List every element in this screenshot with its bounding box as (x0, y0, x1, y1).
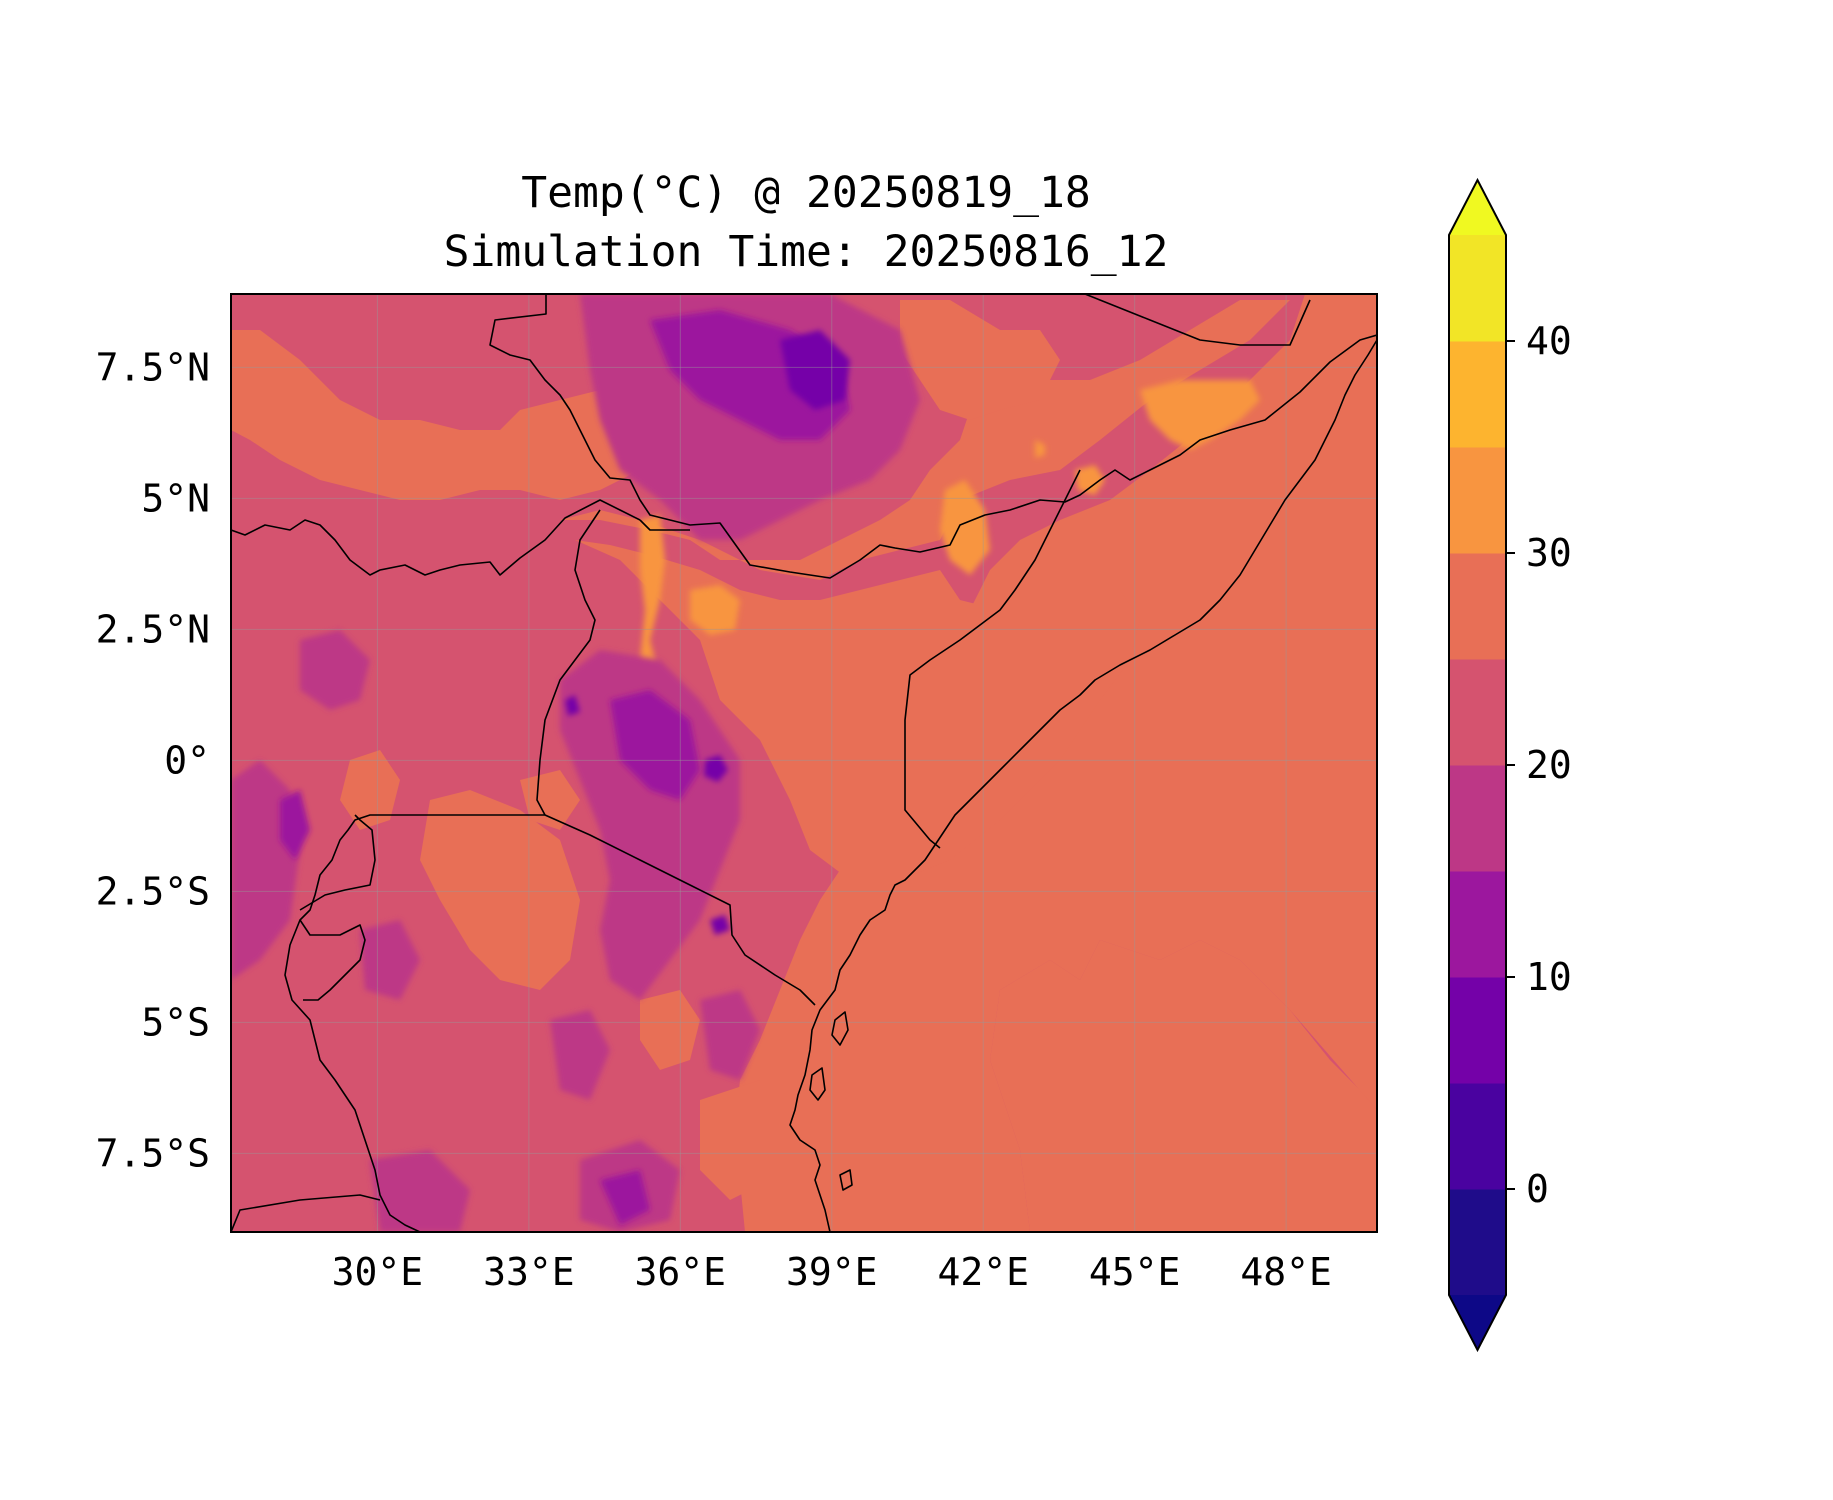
colorbar-outline (1448, 177, 1507, 1353)
y-tick-label: 0° (164, 738, 210, 782)
colorbar-level (1449, 553, 1506, 660)
x-tick-label: 42°E (937, 1250, 1029, 1294)
colorbar-extend-max (1449, 180, 1506, 235)
colorbar-level (1449, 447, 1506, 554)
colorbar-extend-min (1449, 1295, 1506, 1350)
y-tick-label: 2.5°N (96, 607, 210, 651)
colorbar-level (1449, 871, 1506, 978)
colorbar-tick-label: 20 (1526, 743, 1572, 787)
temp-field-30-35 (640, 380, 1260, 690)
y-tick-label: 7.5°S (96, 1131, 210, 1175)
x-tick-labels: 30°E 33°E 36°E 39°E 42°E 45°E 48°E (332, 1250, 1332, 1294)
colorbar-tick-label: 0 (1526, 1167, 1549, 1211)
map-panel: 30°E 33°E 36°E 39°E 42°E 45°E 48°E 7.5°N 5°N 2.5… (96, 293, 1378, 1294)
colorbar-level (1449, 235, 1506, 342)
colorbar: 0 10 20 30 40 (1448, 177, 1572, 1353)
colorbar-tick-label: 10 (1526, 955, 1572, 999)
colorbar-level (1449, 1083, 1506, 1190)
coastline (789, 339, 1377, 1232)
colorbar-level (1449, 765, 1506, 872)
x-tick-label: 36°E (635, 1250, 727, 1294)
y-tick-labels: 7.5°N 5°N 2.5°N 0° 2.5°S 5°S 7.5°S (96, 345, 210, 1175)
gridlines (231, 294, 1377, 1232)
map-frame (230, 293, 1378, 1233)
y-tick-label: 2.5°S (96, 869, 210, 913)
colorbar-level (1449, 341, 1506, 448)
y-tick-label: 5°N (141, 476, 210, 520)
temp-field-5-10 (565, 330, 850, 935)
y-tick-label: 7.5°N (96, 345, 210, 389)
y-tick-label: 5°S (141, 1000, 210, 1044)
colorbar-level (1449, 977, 1506, 1084)
colorbar-tick-label: 30 (1526, 531, 1572, 575)
x-tick-label: 30°E (332, 1250, 424, 1294)
x-tick-label: 48°E (1240, 1250, 1332, 1294)
x-tick-label: 33°E (483, 1250, 575, 1294)
colorbar-level (1449, 1189, 1506, 1296)
title-line1: Temp(°C) @ 20250819_18 (521, 168, 1091, 218)
title-line2: Simulation Time: 20250816_12 (444, 227, 1169, 277)
country-borders (231, 294, 1377, 1232)
x-tick-label: 39°E (786, 1250, 878, 1294)
colorbar-tick-label: 40 (1526, 319, 1572, 363)
colorbar-level (1449, 659, 1506, 766)
x-tick-label: 45°E (1089, 1250, 1181, 1294)
